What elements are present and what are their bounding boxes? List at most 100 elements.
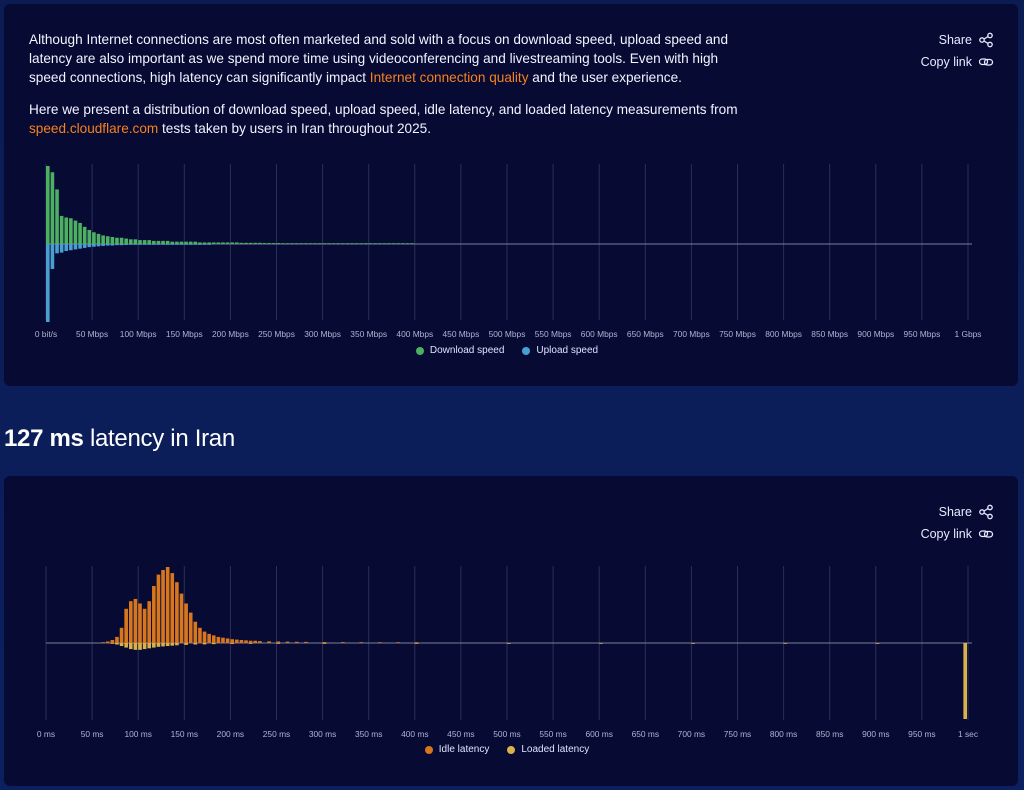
bar-upload-speed[interactable] xyxy=(96,244,101,247)
bar-idle-latency[interactable] xyxy=(152,586,156,643)
bar-upload-speed[interactable] xyxy=(142,244,147,245)
bar-idle-latency[interactable] xyxy=(175,582,179,643)
bar-download-speed[interactable] xyxy=(391,243,396,244)
bar-loaded-latency[interactable] xyxy=(691,643,696,644)
bar-download-speed[interactable] xyxy=(124,238,128,244)
bar-download-speed[interactable] xyxy=(410,243,414,244)
copy-link-button[interactable]: Copy link xyxy=(921,52,994,72)
bar-upload-speed[interactable] xyxy=(170,244,175,245)
bar-download-speed[interactable] xyxy=(336,243,341,244)
bar-upload-speed[interactable] xyxy=(50,244,55,269)
internet-quality-link[interactable]: Internet connection quality xyxy=(369,70,529,85)
bar-upload-speed[interactable] xyxy=(179,244,184,245)
bar-loaded-latency[interactable] xyxy=(115,643,119,645)
bar-download-speed[interactable] xyxy=(110,236,115,244)
bar-upload-speed[interactable] xyxy=(55,244,59,254)
bar-idle-latency[interactable] xyxy=(202,631,207,643)
bar-download-speed[interactable] xyxy=(239,242,244,244)
bar-idle-latency[interactable] xyxy=(414,642,419,643)
bar-download-speed[interactable] xyxy=(128,239,133,244)
bar-idle-latency[interactable] xyxy=(184,603,188,643)
bar-upload-speed[interactable] xyxy=(78,244,82,249)
bar-download-speed[interactable] xyxy=(359,243,364,244)
legend-upload[interactable]: Upload speed xyxy=(522,345,598,356)
bar-download-speed[interactable] xyxy=(175,241,179,244)
bar-idle-latency[interactable] xyxy=(207,633,211,643)
bar-upload-speed[interactable] xyxy=(188,244,193,245)
bar-idle-latency[interactable] xyxy=(110,639,115,643)
bar-idle-latency[interactable] xyxy=(248,640,253,643)
bar-loaded-latency[interactable] xyxy=(211,643,216,645)
bar-upload-speed[interactable] xyxy=(161,244,165,245)
bar-loaded-latency[interactable] xyxy=(142,643,147,650)
bar-idle-latency[interactable] xyxy=(101,642,105,643)
bar-idle-latency[interactable] xyxy=(322,642,327,643)
bar-download-speed[interactable] xyxy=(368,243,373,244)
bar-idle-latency[interactable] xyxy=(115,636,119,643)
bar-download-speed[interactable] xyxy=(373,243,377,244)
bar-loaded-latency[interactable] xyxy=(138,643,142,650)
bar-download-speed[interactable] xyxy=(276,243,281,244)
bar-idle-latency[interactable] xyxy=(105,641,110,643)
bar-download-speed[interactable] xyxy=(235,242,239,244)
bar-download-speed[interactable] xyxy=(262,243,267,244)
bar-download-speed[interactable] xyxy=(202,242,207,244)
bar-idle-latency[interactable] xyxy=(341,642,345,643)
bar-download-speed[interactable] xyxy=(119,237,124,244)
bar-loaded-latency[interactable] xyxy=(124,643,128,648)
bar-download-speed[interactable] xyxy=(405,243,410,244)
bar-download-speed[interactable] xyxy=(184,241,188,244)
bar-idle-latency[interactable] xyxy=(377,642,382,643)
bar-download-speed[interactable] xyxy=(82,226,87,244)
bar-download-speed[interactable] xyxy=(364,243,368,244)
bar-download-speed[interactable] xyxy=(101,235,105,244)
bar-download-speed[interactable] xyxy=(73,220,78,244)
bar-loaded-latency[interactable] xyxy=(175,643,179,646)
bar-upload-speed[interactable] xyxy=(198,244,202,245)
bar-loaded-latency[interactable] xyxy=(161,643,165,647)
bar-download-speed[interactable] xyxy=(46,166,50,244)
bar-upload-speed[interactable] xyxy=(64,244,69,252)
bar-upload-speed[interactable] xyxy=(82,244,87,248)
bar-upload-speed[interactable] xyxy=(46,244,50,322)
bar-idle-latency[interactable] xyxy=(285,641,290,643)
bar-download-speed[interactable] xyxy=(253,242,258,244)
bar-loaded-latency[interactable] xyxy=(507,643,511,644)
bar-download-speed[interactable] xyxy=(317,243,322,244)
bar-download-speed[interactable] xyxy=(221,242,225,244)
bar-upload-speed[interactable] xyxy=(92,244,96,247)
bar-idle-latency[interactable] xyxy=(161,570,165,643)
bar-upload-speed[interactable] xyxy=(184,244,188,245)
bar-idle-latency[interactable] xyxy=(235,639,239,643)
bar-upload-speed[interactable] xyxy=(124,244,128,245)
bar-upload-speed[interactable] xyxy=(138,244,142,245)
bar-download-speed[interactable] xyxy=(313,243,317,244)
bar-idle-latency[interactable] xyxy=(124,608,128,643)
bar-download-speed[interactable] xyxy=(271,243,276,244)
bar-download-speed[interactable] xyxy=(115,237,119,244)
bar-upload-speed[interactable] xyxy=(119,244,124,246)
bar-download-speed[interactable] xyxy=(308,243,313,244)
bar-download-speed[interactable] xyxy=(285,243,290,244)
bar-loaded-latency[interactable] xyxy=(599,643,603,644)
bar-download-speed[interactable] xyxy=(50,172,55,244)
bar-download-speed[interactable] xyxy=(152,240,156,244)
bar-idle-latency[interactable] xyxy=(170,573,175,643)
bar-loaded-latency[interactable] xyxy=(875,643,880,644)
bar-upload-speed[interactable] xyxy=(152,244,156,245)
bar-idle-latency[interactable] xyxy=(359,642,364,643)
bar-idle-latency[interactable] xyxy=(225,638,230,643)
bar-download-speed[interactable] xyxy=(290,243,294,244)
bar-download-speed[interactable] xyxy=(105,236,110,244)
bar-idle-latency[interactable] xyxy=(165,567,170,643)
bar-upload-speed[interactable] xyxy=(128,244,133,245)
bar-loaded-latency[interactable] xyxy=(119,643,124,647)
bar-download-speed[interactable] xyxy=(400,243,405,244)
bar-download-speed[interactable] xyxy=(350,243,354,244)
bar-loaded-latency[interactable] xyxy=(276,643,281,644)
bar-idle-latency[interactable] xyxy=(267,641,271,643)
bar-loaded-latency[interactable] xyxy=(133,643,138,650)
bar-idle-latency[interactable] xyxy=(156,574,161,643)
bar-loaded-latency[interactable] xyxy=(193,643,198,645)
bar-download-speed[interactable] xyxy=(244,242,248,244)
